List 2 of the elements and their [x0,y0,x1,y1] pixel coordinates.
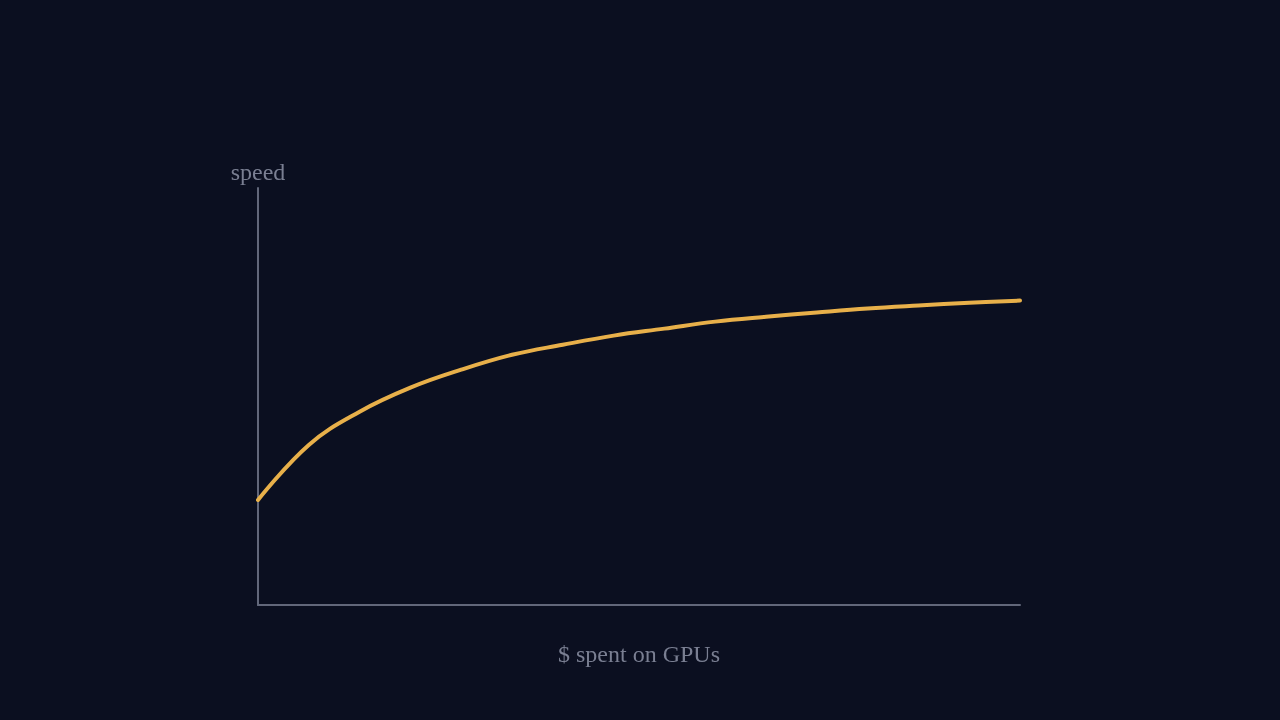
x-axis-title: $ spent on GPUs [557,641,721,667]
y-axis-title: speed [230,159,286,185]
